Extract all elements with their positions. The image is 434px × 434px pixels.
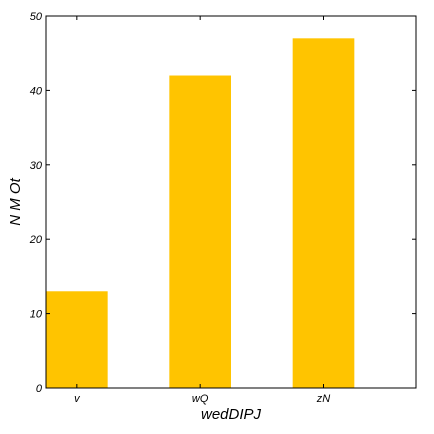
bar-zN: [292, 38, 355, 388]
y-tick-label: 40: [30, 85, 43, 97]
x-tick-label: v: [74, 393, 81, 405]
x-axis-label: wedDIPJ: [201, 406, 262, 423]
bar-wQ: [169, 75, 231, 389]
y-axis-label: N M Ot: [7, 177, 24, 225]
y-tick-label: 0: [36, 383, 43, 395]
y-tick-label: 30: [30, 160, 43, 172]
y-tick-label: 20: [29, 234, 43, 246]
bar-v: [46, 291, 108, 388]
plot-frame: [45, 15, 417, 389]
y-ticks-group: 0 10 20 30 40 50: [29, 11, 416, 395]
x-tick-label: wQ: [192, 393, 209, 405]
y-tick-label: 50: [30, 11, 43, 23]
y-tick-label: 10: [30, 309, 43, 321]
bars-group: [46, 38, 355, 389]
x-tick-label: zN: [316, 393, 331, 405]
x-ticks-group: v wQ zN: [74, 16, 330, 405]
